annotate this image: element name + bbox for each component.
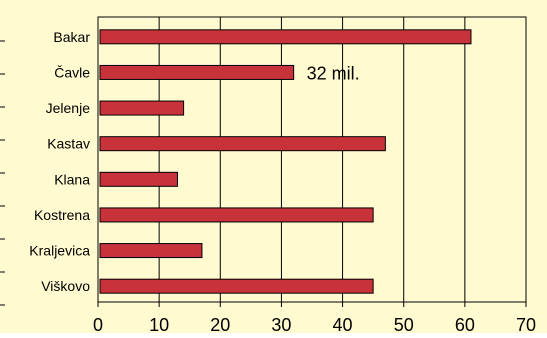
x-tick-label: 20 [210,315,230,333]
left-edge-marks [0,40,5,306]
annotation-label: 32 mil. [307,63,360,83]
bar [99,100,185,116]
x-tick-label: 0 [93,315,103,333]
category-label: Klana [54,171,90,187]
x-tick-label: 30 [271,315,291,333]
x-tick-label: 70 [516,315,536,333]
x-tick-label: 60 [455,315,475,333]
category-label: Bakar [53,29,90,45]
x-tick-label: 10 [149,315,169,333]
bar [99,278,374,294]
category-label: Kraljevica [29,243,90,259]
x-tick-label: 40 [333,315,353,333]
bar [99,243,203,259]
bar [99,171,178,187]
bar [99,64,295,80]
bar [99,207,374,223]
category-label: Viškovo [41,278,90,294]
category-labels: Bakar Čavle Jelenje Kastav Klana Kostrena Kral… [29,29,90,294]
x-tick-label: 50 [394,315,414,333]
annotations: 32 mil. [307,63,360,83]
x-tick-labels: 0 10 20 30 40 50 60 70 [93,315,536,335]
category-label: Kastav [47,136,90,152]
bar [99,136,386,152]
category-label: Kostrena [34,207,90,223]
category-label: Čavle [54,64,90,80]
plot-frame [97,16,527,303]
bars [99,29,472,294]
bar [99,29,472,45]
category-label: Jelenje [46,100,91,116]
